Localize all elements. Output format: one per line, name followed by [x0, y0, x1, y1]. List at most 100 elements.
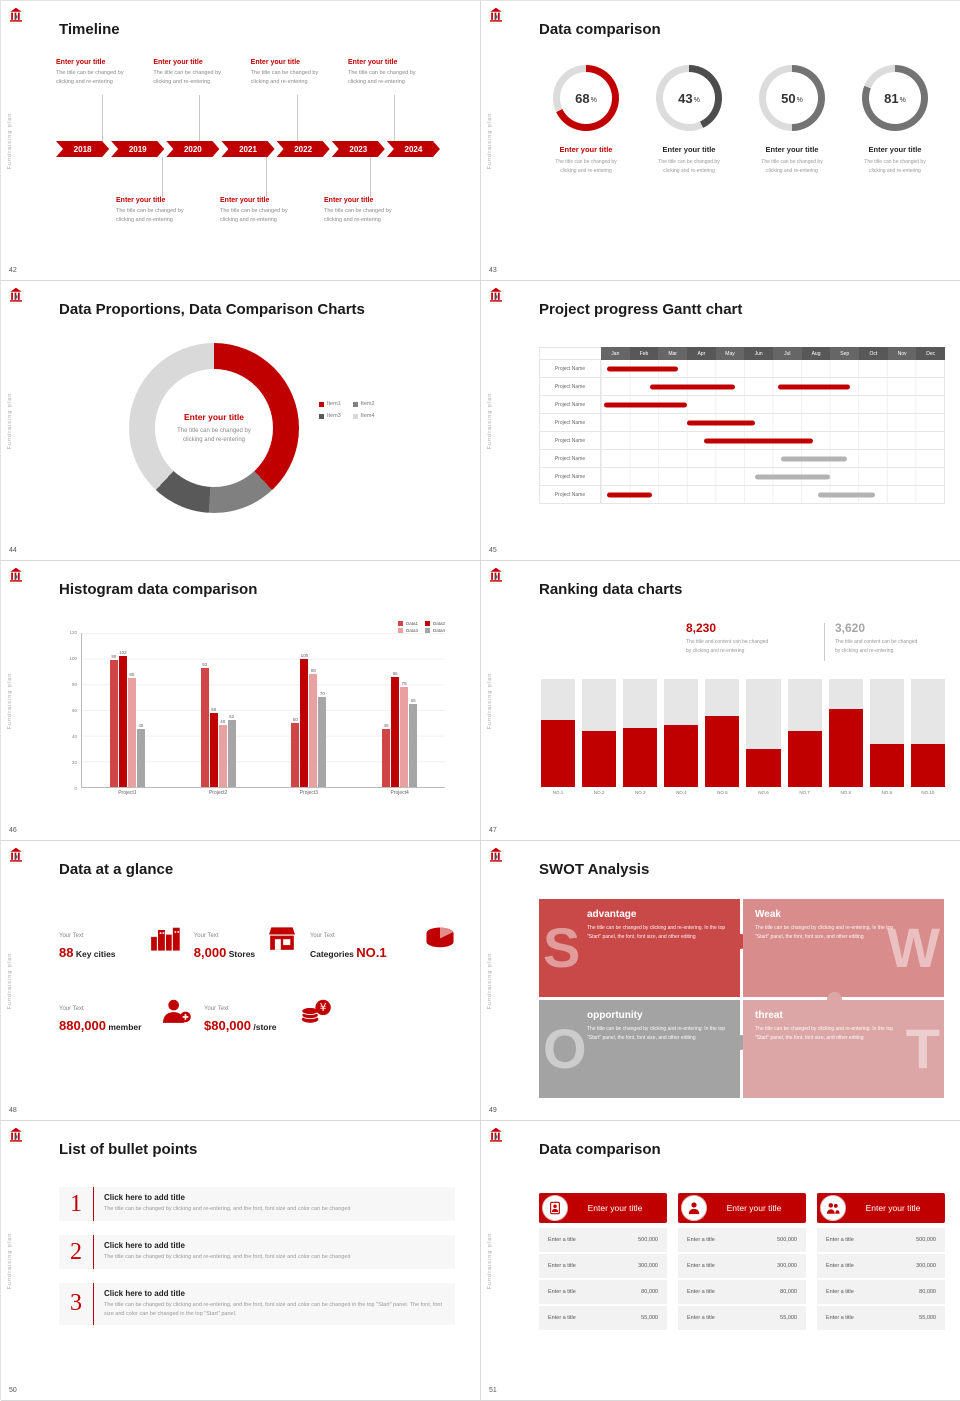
slide-number: 51: [489, 1387, 497, 1394]
bar-value-label: 100: [300, 652, 309, 658]
card-row: Enter a title 80,000: [817, 1280, 945, 1304]
histogram-bar: [409, 703, 418, 787]
slide-49-swot[interactable]: Fundraising plan SWOT Analysis S advanta…: [481, 841, 960, 1121]
donut-ring-item: 81% Enter your title The title can be chan…: [852, 65, 938, 175]
bullet-item-1: 1 Click here to add title The title can …: [59, 1187, 455, 1221]
hist-plot: 99 102 85 45 Project1 93 58 48 52 Project2 50 100 88…: [81, 633, 445, 796]
gantt-month: Jan: [601, 347, 630, 360]
slide-number: 49: [489, 1107, 497, 1114]
histogram-group: 50 100 88 70 Project3: [291, 633, 327, 796]
y-tick-label: 100: [69, 656, 77, 661]
gantt-row-track: [601, 450, 945, 468]
gantt-row: Project Name: [539, 432, 945, 450]
slide-title: Data at a glance: [59, 861, 174, 878]
gantt-row-label: Project Name: [539, 450, 601, 468]
slide-42-timeline[interactable]: Fundraising plan Timeline Enter your tit…: [1, 1, 481, 281]
university-logo-icon: [488, 567, 504, 583]
money-icon: ¥: [301, 999, 331, 1023]
rank-column: NO.4: [664, 679, 699, 799]
rank-category-label: NO.10: [921, 790, 935, 795]
slide-title: Timeline: [59, 21, 120, 38]
histogram-bar: [300, 658, 309, 787]
bar-value-label: 85: [129, 671, 135, 677]
rank-fill: [582, 730, 617, 787]
progress-ring: 50%: [759, 65, 825, 131]
histogram-bar: [200, 667, 209, 787]
donut-center: Enter your title The title can be change…: [155, 369, 273, 487]
gantt-row-label: Project Name: [539, 378, 601, 396]
card-body: Enter a title 500,000 Enter a title 300,000…: [539, 1228, 667, 1330]
gantt-row: Project Name: [539, 450, 945, 468]
progress-ring: 81%: [862, 65, 928, 131]
bar-value-label: 50: [292, 716, 298, 722]
legend-item: Data1: [397, 621, 418, 626]
gantt-bar: [606, 492, 653, 497]
sidebar-vertical-label: Fundraising plan: [7, 1232, 13, 1289]
bar-value-label: 45: [383, 723, 389, 729]
timeline-year-chip: 2021: [221, 141, 274, 157]
card-row: Enter a title 80,000: [539, 1280, 667, 1304]
rank-fill: [828, 709, 863, 787]
swot-threat-block: T threat The title can be changed by cli…: [743, 992, 944, 1098]
card-row: Enter a title 55,000: [678, 1306, 806, 1330]
slide-50-bullets[interactable]: Fundraising plan List of bullet points 1…: [1, 1121, 481, 1401]
slide-46-histogram[interactable]: Fundraising plan Histogram data comparis…: [1, 561, 481, 841]
card-row: Enter a title 500,000: [817, 1228, 945, 1252]
timeline-year-chip: 2023: [332, 141, 385, 157]
rank-fill: [664, 725, 699, 787]
slide-number: 42: [9, 267, 17, 274]
slide-title: Histogram data comparison: [59, 581, 258, 598]
gantt-bar: [703, 438, 813, 443]
histogram-bar: [227, 720, 236, 787]
comparison-card-1: Enter your title Enter a title 500,000 Ent…: [539, 1193, 667, 1332]
gantt-row-label: Project Name: [539, 396, 601, 414]
bar-value-label: 65: [410, 697, 416, 703]
slide-45-gantt[interactable]: Fundraising plan Project progress Gantt …: [481, 281, 960, 561]
gantt-bar: [686, 420, 756, 425]
bar-value-label: 86: [392, 670, 398, 676]
timeline-bar: 2018 2019 2020 2021 2022 2023 2024: [56, 141, 440, 157]
card-body: Enter a title 500,000 Enter a title 300,000…: [817, 1228, 945, 1330]
slide-51-comparison-cards[interactable]: Fundraising plan Data comparison Enter y…: [481, 1121, 960, 1401]
gantt-bar: [755, 474, 830, 479]
slide-47-ranking[interactable]: Fundraising plan Ranking data charts 8,2…: [481, 561, 960, 841]
timeline-entry: Enter your title The title can be changed…: [116, 157, 208, 233]
gantt-row: Project Name: [539, 468, 945, 486]
slide-43-data-comparison[interactable]: Fundraising plan Data comparison 68% Ente…: [481, 1, 960, 281]
histogram-bar: [400, 686, 409, 787]
member-icon: [163, 999, 191, 1023]
badge-icon: [542, 1195, 568, 1221]
legend-item: Item2: [352, 401, 375, 407]
gantt-month: Jul: [773, 347, 802, 360]
slide-number: 47: [489, 827, 497, 834]
rank-column: NO.5: [705, 679, 740, 799]
gantt-bar: [778, 384, 850, 389]
gantt-month: Mar: [658, 347, 688, 360]
gantt-rows: Project Name Project Name Project Name Proj…: [539, 360, 945, 504]
gantt-row-track: [601, 378, 945, 396]
histogram-group: 45 86 78 65 Project4: [382, 633, 418, 796]
slide-44-data-proportions[interactable]: Fundraising plan Data Proportions, Data …: [1, 281, 481, 561]
rank-fill: [910, 743, 945, 787]
rank-column: NO.7: [787, 679, 822, 799]
histogram-bar: [109, 659, 118, 787]
histogram-bar: [136, 729, 145, 787]
rank-column: NO.10: [910, 679, 945, 799]
gantt-row: Project Name: [539, 396, 945, 414]
glance-item-stores: Your Text 8,000 Stores: [194, 927, 310, 962]
progress-ring: 43%: [656, 65, 722, 131]
slide-48-glance[interactable]: Fundraising plan Data at a glance Your T…: [1, 841, 481, 1121]
gantt-bar: [818, 492, 876, 497]
gantt-row-label: Project Name: [539, 432, 601, 450]
store-icon: [268, 927, 295, 950]
card-body: Enter a title 500,000 Enter a title 300,000…: [678, 1228, 806, 1330]
rank-fill: [787, 730, 822, 787]
gantt-row-label: Project Name: [539, 486, 601, 504]
bar-value-label: 58: [211, 706, 217, 712]
bar-value-label: 93: [202, 661, 208, 667]
gantt-bar: [603, 402, 687, 407]
gantt-row-track: [601, 432, 945, 450]
rank-category-label: NO.9: [881, 790, 893, 795]
university-logo-icon: [488, 847, 504, 863]
